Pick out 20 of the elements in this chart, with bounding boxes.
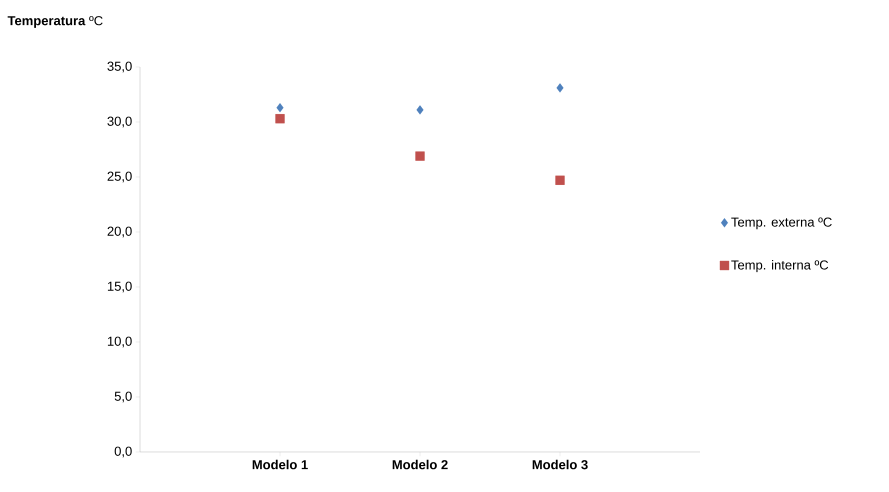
y-tick-label: 25,0 <box>108 172 132 182</box>
point <box>275 114 285 124</box>
legend-label: Temp. interna ºC <box>731 260 828 272</box>
point <box>276 103 284 112</box>
x-tick-label: Modelo 1 <box>252 460 308 470</box>
y-tick-label: 30,0 <box>107 116 132 128</box>
y-tick-label: 35,0 <box>107 62 132 72</box>
point <box>416 105 424 115</box>
legend-label: Temp. externa ºC <box>731 217 832 230</box>
point <box>415 151 425 161</box>
y-tick-label: 5,0 <box>114 392 132 402</box>
x-tick-label: Modelo 2 <box>392 460 448 470</box>
y-tick-label: 20,0 <box>108 226 132 238</box>
point <box>556 83 564 93</box>
y-axis-title: Temperatura ºC <box>8 16 103 28</box>
point <box>555 176 565 185</box>
y-tick-label: 0,0 <box>114 446 132 458</box>
y-tick-label: 10,0 <box>108 336 132 348</box>
y-tick-label: 15,0 <box>108 282 132 292</box>
x-tick-label: Modelo 3 <box>532 460 588 470</box>
